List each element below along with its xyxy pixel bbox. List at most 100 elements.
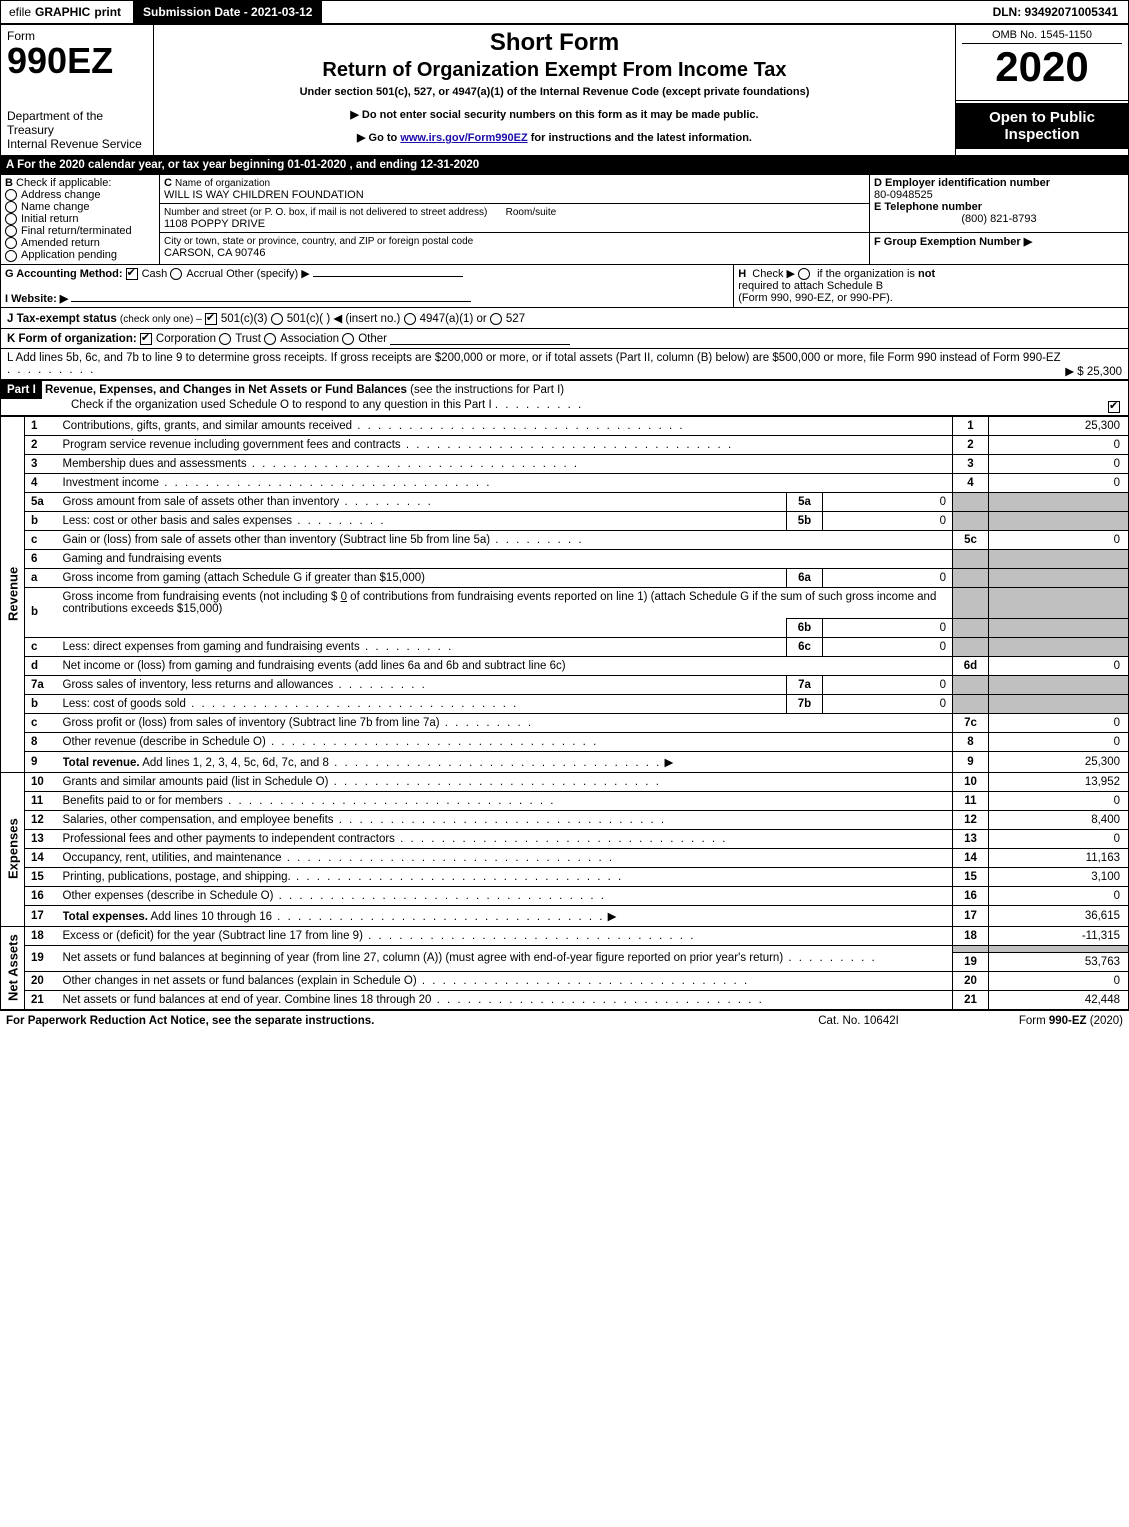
l6c-num: c	[25, 637, 59, 656]
l13-num: 13	[25, 829, 59, 848]
l6-num: 6	[25, 549, 59, 568]
l5a-desc: Gross amount from sale of assets other t…	[63, 496, 340, 508]
efile-label: efile	[9, 5, 31, 19]
under-section: Under section 501(c), 527, or 4947(a)(1)…	[160, 86, 949, 98]
l14-desc: Occupancy, rent, utilities, and maintena…	[63, 852, 282, 864]
l21-desc: Net assets or fund balances at end of ye…	[63, 994, 432, 1006]
h-checkbox[interactable]	[798, 268, 810, 280]
trust-checkbox[interactable]	[219, 333, 231, 345]
l19-ln: 19	[953, 952, 989, 971]
g-label: G Accounting Method:	[5, 268, 123, 280]
l13-desc: Professional fees and other payments to …	[63, 833, 395, 845]
l20-num: 20	[25, 971, 59, 990]
l9-desc2: Add lines 1, 2, 3, 4, 5c, 6d, 7c, and 8	[142, 757, 329, 769]
l9-desc: Total revenue.	[63, 757, 140, 769]
527-checkbox[interactable]	[490, 313, 502, 325]
j-check-only: (check only one) –	[120, 314, 202, 325]
application-pending-checkbox[interactable]	[5, 250, 17, 262]
assoc-label: Association	[280, 333, 339, 345]
short-form-title: Short Form	[160, 29, 949, 57]
section-k: K Form of organization: Corporation Trus…	[0, 329, 1129, 349]
l15-desc: Printing, publications, postage, and shi…	[63, 871, 291, 883]
l6a-num: a	[25, 568, 59, 587]
l12-ln: 12	[953, 810, 989, 829]
website-input[interactable]	[71, 301, 471, 302]
section-l: L Add lines 5b, 6c, and 7b to line 9 to …	[0, 349, 1129, 380]
l6d-amt: 0	[989, 656, 1129, 675]
l10-ln: 10	[953, 772, 989, 791]
l6b-inline-amt: 0	[341, 591, 347, 603]
l7b-desc: Less: cost of goods sold	[63, 698, 186, 710]
name-change-label: Name change	[21, 201, 90, 213]
cash-checkbox[interactable]	[126, 268, 138, 280]
l3-ln: 3	[953, 454, 989, 473]
corp-checkbox[interactable]	[140, 333, 152, 345]
top-bar: efile GRAPHIC print Submission Date - 20…	[0, 0, 1129, 24]
l-text: L Add lines 5b, 6c, and 7b to line 9 to …	[7, 352, 1061, 364]
street-label: Number and street (or P. O. box, if mail…	[164, 207, 487, 218]
l5a-grey	[953, 492, 989, 511]
l11-amt: 0	[989, 791, 1129, 810]
other-specify-input[interactable]	[313, 276, 463, 277]
part1-header: Part I Revenue, Expenses, and Changes in…	[0, 380, 1129, 416]
amended-return-label: Amended return	[21, 237, 100, 249]
goto-post: for instructions and the latest informat…	[528, 132, 752, 144]
l11-num: 11	[25, 791, 59, 810]
l6d-num: d	[25, 656, 59, 675]
lines-table: Revenue 1 Contributions, gifts, grants, …	[0, 416, 1129, 1010]
l5b-num: b	[25, 511, 59, 530]
name-change-checkbox[interactable]	[5, 201, 17, 213]
return-title: Return of Organization Exempt From Incom…	[160, 59, 949, 82]
l3-desc: Membership dues and assessments	[63, 458, 247, 470]
insert-no: ◀ (insert no.)	[333, 313, 400, 325]
print-link[interactable]: print	[94, 5, 121, 19]
l10-num: 10	[25, 772, 59, 791]
address-change-checkbox[interactable]	[5, 189, 17, 201]
l3-amt: 0	[989, 454, 1129, 473]
org-name: WILL IS WAY CHILDREN FOUNDATION	[164, 189, 364, 201]
dept-label: Department of the Treasury	[7, 109, 147, 137]
l18-num: 18	[25, 926, 59, 945]
l7b-num: b	[25, 694, 59, 713]
4947-checkbox[interactable]	[404, 313, 416, 325]
application-pending-label: Application pending	[21, 249, 117, 261]
cat-no: Cat. No. 10642I	[818, 1015, 899, 1027]
l10-desc: Grants and similar amounts paid (list in…	[63, 776, 329, 788]
l2-desc: Program service revenue including govern…	[63, 439, 401, 451]
l16-desc: Other expenses (describe in Schedule O)	[63, 890, 274, 902]
j-label: J Tax-exempt status	[7, 313, 117, 325]
schedule-o-checkbox[interactable]	[1108, 401, 1120, 413]
501c3-checkbox[interactable]	[205, 313, 217, 325]
initial-return-checkbox[interactable]	[5, 213, 17, 225]
l2-amt: 0	[989, 435, 1129, 454]
amended-return-checkbox[interactable]	[5, 237, 17, 249]
accrual-checkbox[interactable]	[170, 268, 182, 280]
part1-check-line: Check if the organization used Schedule …	[1, 399, 492, 411]
l20-amt: 0	[989, 971, 1129, 990]
form-number: 990EZ	[7, 43, 147, 79]
assoc-checkbox[interactable]	[264, 333, 276, 345]
501c-checkbox[interactable]	[271, 313, 283, 325]
submission-date: Submission Date - 2021-03-12	[133, 1, 322, 23]
l6b-desc-pre: Gross income from fundraising events (no…	[63, 591, 341, 603]
other-org-input[interactable]	[390, 332, 570, 345]
l6b-subval: 0	[822, 618, 952, 637]
l7c-num: c	[25, 713, 59, 732]
tax-year-bar: A For the 2020 calendar year, or tax yea…	[0, 156, 1129, 174]
expenses-sidebar: Expenses	[1, 772, 25, 926]
city-value: CARSON, CA 90746	[164, 247, 266, 259]
other-org-checkbox[interactable]	[342, 333, 354, 345]
f-label: F Group Exemption Number ▶	[874, 236, 1032, 248]
l6d-ln: 6d	[953, 656, 989, 675]
l4-num: 4	[25, 473, 59, 492]
final-return-checkbox[interactable]	[5, 225, 17, 237]
l-dots	[7, 364, 95, 376]
l15-num: 15	[25, 867, 59, 886]
netassets-sidebar: Net Assets	[1, 926, 25, 1009]
l12-amt: 8,400	[989, 810, 1129, 829]
l2-num: 2	[25, 435, 59, 454]
section-d-e: D Employer identification number 80-0948…	[870, 175, 1129, 233]
goto-link[interactable]: www.irs.gov/Form990EZ	[400, 132, 527, 144]
other-label: Other (specify) ▶	[226, 268, 310, 280]
revenue-sidebar: Revenue	[1, 416, 25, 772]
